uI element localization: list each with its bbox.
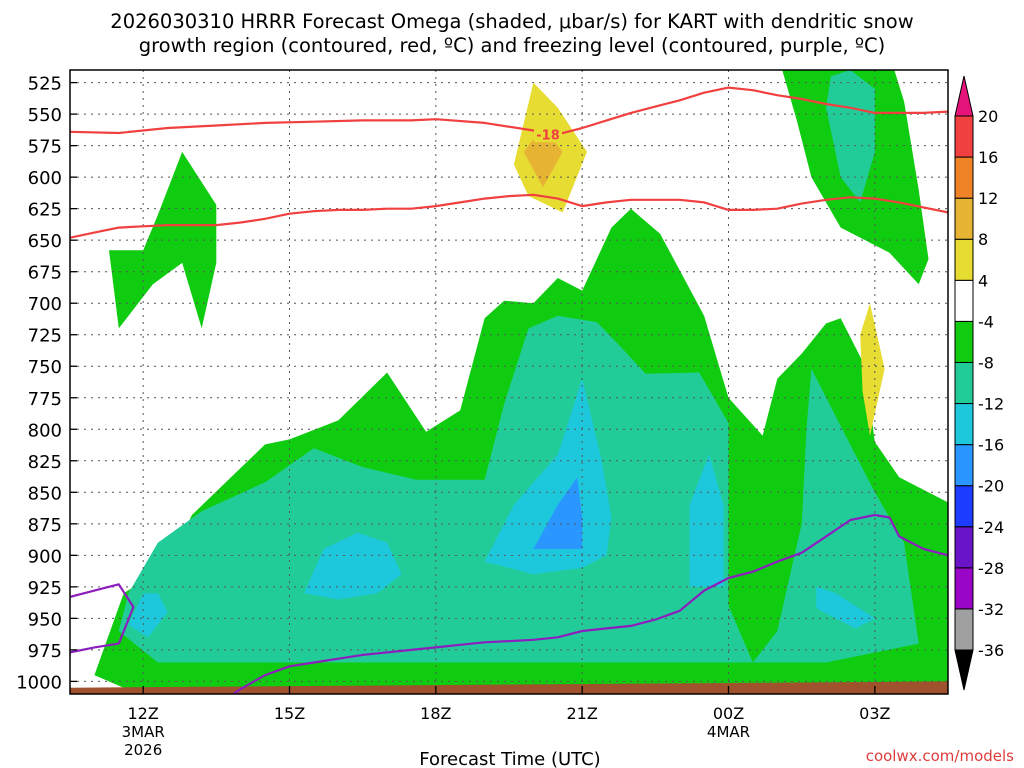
omega-region-12 [860, 303, 885, 436]
colorbar-label: 20 [978, 107, 998, 126]
y-tick-label: 525 [28, 74, 62, 95]
x-tick-sublabel-year: 2026 [124, 741, 162, 759]
colorbar-bin [954, 444, 974, 487]
colorbar-bin [954, 361, 974, 405]
y-tick-label: 1000 [16, 672, 62, 693]
colorbar-bin [954, 156, 974, 199]
colorbar-label: -32 [978, 600, 1004, 619]
y-tick-label: 900 [28, 546, 62, 567]
contour-label: -18 [536, 128, 560, 143]
axes: 525 550 575 600 625 650 675 700 725 750 775 800 825 8… [16, 69, 949, 759]
omega-region-5 [304, 532, 402, 600]
chart-title-line2: growth region (contoured, red, ºC) and f… [139, 34, 886, 57]
y-tick-label: 925 [28, 578, 62, 599]
y-tick-label: 650 [28, 231, 62, 252]
colorbar-bin [954, 320, 974, 363]
plot-frame [69, 69, 949, 695]
colorbar-label: 12 [978, 189, 998, 208]
omega-region-10 [533, 477, 583, 549]
colorbar-label: -36 [978, 641, 1004, 660]
colorbar: 20 16 12 8 4 -4 -8 -12 -16 -20 -24 -28 -32 -36 [954, 75, 1004, 691]
x-tick-label: 18Z [420, 704, 451, 723]
omega-region-9 [816, 586, 875, 629]
y-tick-label: 600 [28, 168, 62, 189]
contour-label-bg [534, 125, 563, 143]
y-tick-label: 825 [28, 452, 62, 473]
x-tick-label: 21Z [567, 704, 598, 723]
omega-region-7 [689, 454, 724, 587]
colorbar-bin [954, 279, 974, 322]
y-tick-label: 750 [28, 357, 62, 378]
x-tick-sublabel: 3MAR [122, 723, 165, 741]
contour-line-0 [70, 86, 948, 136]
colorbar-label: -28 [978, 559, 1004, 578]
contour-line-1 [70, 193, 948, 239]
y-tick-label: 775 [28, 389, 62, 410]
colorbar-label: 8 [978, 230, 988, 249]
plot-area: -18 [70, 70, 948, 694]
x-tick-label: 00Z [713, 704, 744, 723]
colorbar-bin [954, 115, 974, 158]
colorbar-label: 4 [978, 271, 988, 290]
x-tick-label: 15Z [274, 704, 305, 723]
omega-region-8 [128, 593, 168, 638]
watermark: coolwx.com/models [866, 747, 1014, 765]
y-tick-label: 575 [28, 137, 62, 158]
y-tick-label: 675 [28, 263, 62, 284]
y-tick-label: 950 [28, 609, 62, 630]
colorbar-bin [954, 403, 974, 446]
y-tick-label: 700 [28, 294, 62, 315]
colorbar-label: -4 [978, 312, 994, 331]
y-tick-label: 625 [28, 200, 62, 221]
colorbar-bin [954, 608, 974, 651]
colorbar-bin [954, 567, 974, 610]
colorbar-bin [954, 526, 974, 569]
colorbar-bin [954, 197, 974, 240]
x-tick-sublabel: 4MAR [707, 723, 750, 741]
y-tick-label: 550 [28, 105, 62, 126]
colorbar-bin [954, 238, 974, 281]
contour-line-3 [231, 513, 948, 694]
colorbar-label: -8 [978, 353, 994, 372]
y-tick-label: 800 [28, 420, 62, 441]
x-tick-label: 12Z [128, 704, 159, 723]
chart-title-line1: 2026030310 HRRR Forecast Omega (shaded, … [110, 10, 913, 33]
y-tick-label: 725 [28, 326, 62, 347]
y-tick-label: 875 [28, 515, 62, 536]
x-tick-label: 03Z [859, 704, 890, 723]
colorbar-label: -16 [978, 436, 1004, 455]
colorbar-label: 16 [978, 148, 998, 167]
y-tick-label: 975 [28, 641, 62, 662]
colorbar-label: -20 [978, 477, 1004, 496]
colorbar-label: -24 [978, 518, 1004, 537]
x-axis-label: Forecast Time (UTC) [419, 749, 600, 768]
colorbar-bin [954, 485, 974, 528]
omega-region-4 [826, 70, 875, 203]
y-tick-label: 850 [28, 483, 62, 504]
colorbar-label: -12 [978, 395, 1004, 414]
contour-line-2 [70, 583, 135, 654]
plot-inner: -18 [70, 70, 948, 694]
